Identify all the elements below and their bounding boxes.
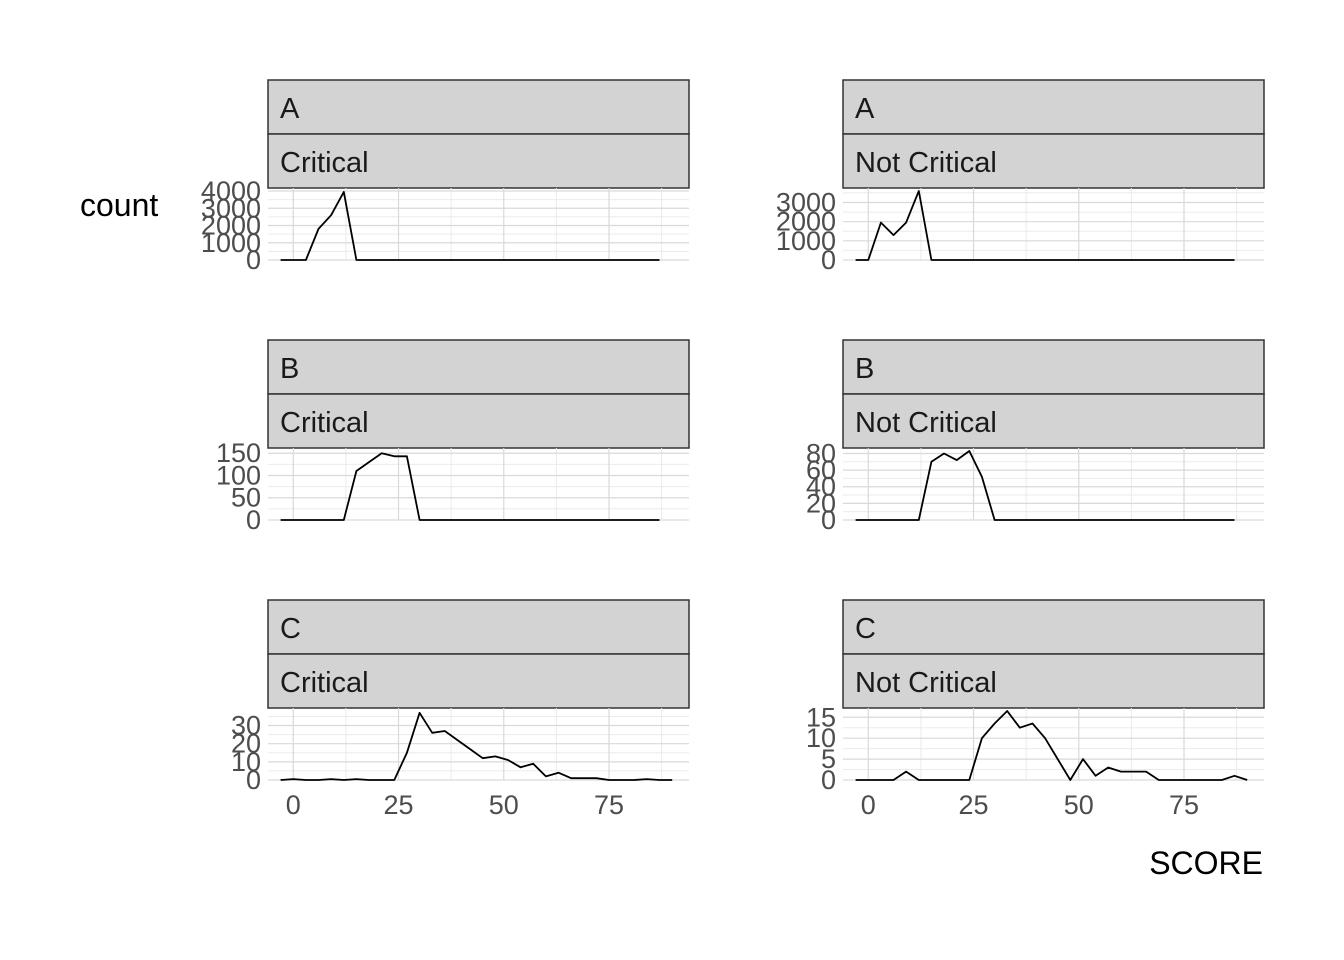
col-strip	[267, 133, 690, 189]
row-strip	[267, 599, 690, 655]
y-tick-label: 40	[806, 472, 836, 502]
col-strip-label: Critical	[280, 667, 369, 699]
series-line	[855, 450, 1235, 521]
y-tick-label: 5	[821, 744, 836, 774]
row-strip-label: A	[280, 93, 300, 125]
y-axis-title: count	[80, 187, 158, 223]
row-strip-label: B	[280, 353, 299, 385]
x-tick-label: 25	[383, 790, 413, 820]
x-tick-label: 75	[594, 790, 624, 820]
col-strip-label: Critical	[280, 407, 369, 439]
y-tick-label: 0	[246, 505, 261, 535]
y-tick-label: 0	[821, 765, 836, 795]
y-tick-label: 0	[246, 245, 261, 275]
col-strip-label: Not Critical	[855, 147, 997, 179]
x-tick-label: 25	[958, 790, 988, 820]
y-tick-label: 2000	[776, 207, 836, 237]
y-tick-label: 1000	[201, 228, 261, 258]
y-tick-label: 0	[821, 505, 836, 535]
series-line	[855, 710, 1248, 781]
row-strip	[842, 339, 1265, 395]
y-tick-label: 3000	[776, 188, 836, 218]
col-strip	[267, 653, 690, 709]
col-strip-label: Not Critical	[855, 667, 997, 699]
col-strip	[842, 653, 1265, 709]
col-strip-label: Not Critical	[855, 407, 997, 439]
y-tick-label: 150	[216, 438, 261, 468]
y-tick-label: 80	[806, 438, 836, 468]
y-tick-label: 30	[231, 711, 261, 741]
y-tick-label: 4000	[201, 176, 261, 206]
x-tick-label: 50	[1064, 790, 1094, 820]
row-strip-label: C	[855, 613, 876, 645]
y-tick-label: 0	[246, 765, 261, 795]
y-tick-label: 0	[821, 245, 836, 275]
y-tick-label: 3000	[201, 193, 261, 223]
series-line	[280, 711, 673, 781]
x-axis-title: SCORE	[1149, 845, 1263, 881]
row-strip	[842, 599, 1265, 655]
x-tick-label: 50	[489, 790, 519, 820]
col-strip	[267, 393, 690, 449]
x-tick-label: 0	[286, 790, 301, 820]
y-tick-label: 10	[231, 747, 261, 777]
row-strip	[267, 339, 690, 395]
row-strip-label: C	[280, 613, 301, 645]
row-strip	[267, 79, 690, 135]
y-tick-label: 2000	[201, 211, 261, 241]
row-strip-label: B	[855, 353, 874, 385]
y-tick-label: 100	[216, 460, 261, 490]
series-line	[280, 190, 660, 261]
series-line	[855, 190, 1235, 261]
y-tick-label: 20	[231, 729, 261, 759]
series-line	[280, 452, 660, 521]
col-strip-label: Critical	[280, 147, 369, 179]
col-strip	[842, 393, 1265, 449]
row-strip	[842, 79, 1265, 135]
x-tick-label: 0	[861, 790, 876, 820]
y-tick-label: 50	[231, 483, 261, 513]
x-tick-label: 75	[1169, 790, 1199, 820]
row-strip-label: A	[855, 93, 875, 125]
y-tick-label: 20	[806, 488, 836, 518]
y-tick-label: 60	[806, 455, 836, 485]
y-tick-label: 1000	[776, 226, 836, 256]
y-tick-label: 10	[806, 723, 836, 753]
col-strip	[842, 133, 1265, 189]
y-tick-label: 15	[806, 702, 836, 732]
